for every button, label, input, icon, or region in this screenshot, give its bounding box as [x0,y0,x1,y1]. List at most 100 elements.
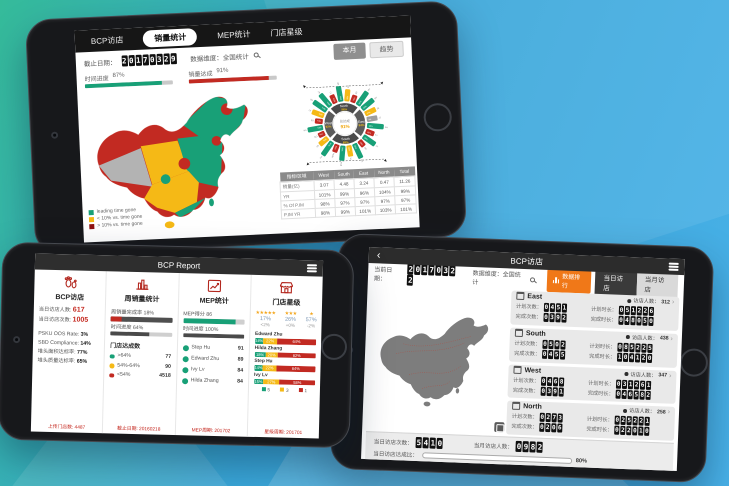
home-button[interactable] [679,348,709,378]
svg-text:79%: 79% [353,97,356,102]
month-people-label: 当月访店人数： [473,442,514,451]
bucket-dot-icon [109,363,115,368]
svg-text:94%: 94% [340,147,342,151]
day-visits-label: 当日访店次数： [373,438,413,447]
legend-item: 1 [298,388,307,393]
store-icon [512,402,521,411]
table-cell: 99% [335,206,356,217]
table-cell: 101% [354,205,376,216]
store-icon [514,329,524,337]
svg-text:80%: 80% [333,145,336,150]
col-footer: 星级周期: 201701 [264,430,303,437]
svg-text:HI: HI [349,158,351,161]
report-col-mep[interactable]: MEP统计 MEP得分 86 时间进度 100% Step Hu 91 Edward… [174,273,251,437]
visits-screen: ‹ BCP访店 当前日期： 2 0 1 7 0 3 22 数据维度：全国统计 数据排行 当日… [361,247,685,472]
svg-text:95%: 95% [340,95,343,99]
people-dot-icon [625,335,630,340]
china-choropleth-map[interactable]: leading time gone < 10% vs. time gone > 10… [77,82,279,237]
col-title: 周销量统计 [124,295,160,304]
month-button[interactable]: 本月 [333,42,366,60]
svg-text:SH: SH [374,97,378,101]
col-footer: 截止日期: 20160218 [117,426,161,433]
legend-item: 3 [279,387,289,393]
people-value: 312 [661,298,671,306]
tab-store-rating[interactable]: 门店星级 [270,26,303,38]
people-value: 347 [658,372,668,379]
report-col-rating[interactable]: 门店星级 ★★★★★ 17% <2% ★★★ 26% +0% ★ 57% -2% Edward … [246,274,323,439]
svg-text:总达成: 总达成 [340,118,351,123]
region-card[interactable]: North 访店人数： 258 › 计划次数： 0 2 7 3 计划时长： 0 2 5 2 2 1 … [506,400,676,441]
tab-mep-stats[interactable]: MEP统计 [217,29,251,40]
trend-button[interactable]: 趋势 [369,40,404,58]
svg-text:86%: 86% [347,147,350,151]
svg-text:SC: SC [315,144,319,148]
bar-label: 周销量完成率 18% [110,309,155,317]
radial-achievement-chart[interactable]: North96%East94%South89%West92%96%BJ82%TJ… [273,75,417,171]
col-title: 门店星级 [272,299,301,308]
person-dot-icon [181,366,188,373]
region-name: East [527,293,543,301]
ratio-label: 当日访店达成比： [373,451,419,460]
map-legend: leading time gone < 10% vs. time gone > 10… [88,207,143,230]
tab-bcp-visits[interactable]: BCP访店 [90,34,124,46]
stat-line: 堆头质量达标率: 65% [37,357,88,365]
region-card[interactable]: West 访店人数： 347 › 计划次数： 0 4 6 8 计划时长： 0 3 1 2 6 1 完… [507,363,677,405]
star-stacked-bar: 14% 22% 64% [254,337,317,345]
people-label: 访店人数： [631,334,658,342]
plan-count-label: 计划次数： [513,377,540,385]
search-icon[interactable] [529,276,535,282]
svg-text:FJ: FJ [375,134,378,137]
svg-text:HUB: HUB [339,162,341,167]
col-title: MEP统计 [199,297,229,306]
report-col-visits[interactable]: BCP访店 当日访店人数: 617 当日访店次数: 1005 PSKU OOS Ra… [31,270,106,434]
date-label: 截止日期： [83,59,117,68]
search-icon[interactable] [253,52,259,58]
person-dot-icon [181,377,188,384]
date-flip-counter[interactable]: 2 0 1 7 0 3 22 [407,263,456,286]
store-person-name: Ivy Lv [253,372,268,378]
camera-dot [50,131,59,139]
table-cell: 101% [395,203,417,214]
phone-bcp-report: BCP Report BCP访店 当日访店人数: 617 当日访店次数: 1005… [0,241,355,449]
svg-text:HUN: HUN [331,153,335,158]
ratio-progress-bar [421,452,572,464]
bar-label: 时间进度 64% [110,323,144,331]
home-button[interactable] [320,333,348,361]
menu-icon[interactable] [306,263,318,274]
svg-text:95%: 95% [317,126,321,129]
region-name: North [522,403,542,412]
menu-icon[interactable] [668,261,679,272]
svg-text:AH: AH [385,126,389,129]
region-card[interactable]: East 访店人数： 312 › 计划次数： 0 4 5 1 计划时长： 0 5 1 2 2 6 完… [510,290,680,331]
col-footer: MEP周期: 201702 [191,428,231,435]
data-rank-button[interactable]: 数据排行 [546,268,592,294]
report-screen: BCP Report BCP访店 当日访店人数: 617 当日访店次数: 1005… [30,253,324,439]
region-card[interactable]: South 访店人数： 438 › 计划次数： 0 5 0 2 计划时长： 0 8 5 2 2 5 … [508,327,679,368]
report-col-weekly-sales[interactable]: 周销量统计 周销量完成率 18% 时间进度 64% 门店达成数 >64% 77 54… [102,271,179,435]
table-cell: 98% [314,207,336,218]
svg-text:89%: 89% [343,140,349,144]
svg-text:87%: 87% [367,112,372,116]
plan-time-label: 计划时长： [586,416,613,424]
svg-text:89%: 89% [318,112,323,115]
svg-text:96%: 96% [327,101,331,105]
people-value: 258 [656,408,666,416]
map-toggle-button[interactable] [494,421,505,433]
tab-sales-stats[interactable]: 销量统计 [142,27,198,48]
china-gray-map[interactable] [366,285,507,434]
people-label: 访店人数： [633,298,660,306]
back-icon[interactable]: ‹ [376,249,381,262]
visits-title: BCP访店 [510,255,544,267]
svg-text:82%: 82% [333,97,337,102]
table-cell: P.IM YR [281,208,316,219]
star-stacked-bar: 18% 20% 62% [254,351,316,359]
home-button[interactable] [423,102,453,132]
mep-score-bar [183,318,245,325]
svg-text:96%: 96% [353,145,357,150]
done-count-label: 完成次数： [514,350,541,358]
mep-person-row: Hilda Zhang 84 [181,375,243,387]
